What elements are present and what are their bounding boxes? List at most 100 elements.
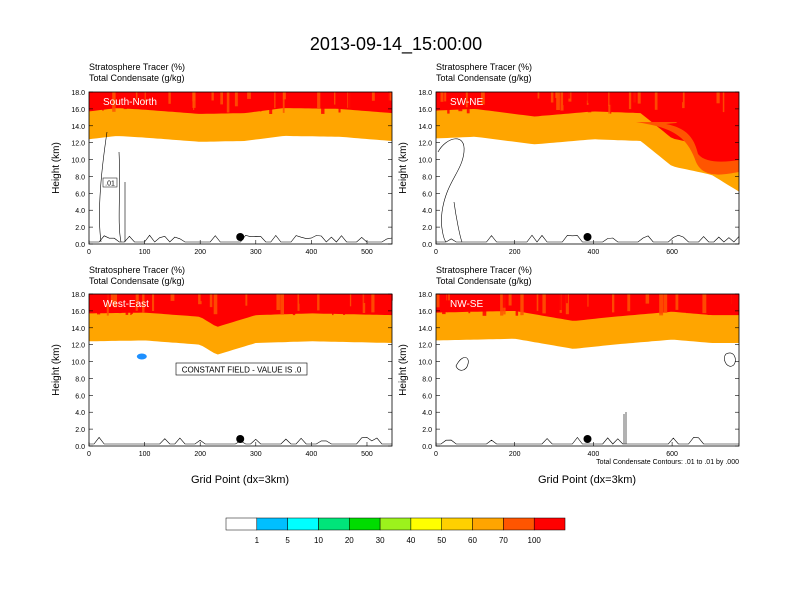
tracer-streak <box>198 294 202 305</box>
x-tick-label: 500 <box>361 249 373 256</box>
tracer-streak <box>550 92 554 103</box>
tracer-streak <box>687 294 690 306</box>
tracer-streak <box>105 294 108 302</box>
tracer-streak <box>247 92 252 112</box>
panel-label: NW-SE <box>450 299 483 310</box>
tracer-streak <box>605 294 607 304</box>
x-tick-label: 200 <box>509 451 521 458</box>
y-tick-label: 14.0 <box>418 326 432 333</box>
tracer-streak <box>610 92 612 114</box>
tracer-streak <box>631 294 635 305</box>
panel-sw-ne: Stratosphere Tracer (%) Total Condensate… <box>398 62 740 256</box>
y-axis-label: Height (km) <box>398 142 409 194</box>
tracer-streak <box>180 294 184 312</box>
tracer-streak <box>125 294 129 315</box>
tracer-streak <box>115 92 117 104</box>
tracer-streak <box>363 294 367 303</box>
tracer-streak <box>298 294 302 304</box>
tracer-intrusion <box>636 122 739 175</box>
tracer-streak <box>213 294 218 315</box>
tracer-streak <box>566 92 571 99</box>
tracer-streak <box>158 92 162 100</box>
tracer-streak <box>200 294 205 302</box>
tracer-streak <box>447 294 449 313</box>
tracer-streak <box>317 294 320 311</box>
tracer-streak <box>574 92 579 106</box>
tracer-streak <box>280 294 284 315</box>
tracer-streak <box>226 92 230 113</box>
tracer-streak <box>276 294 281 310</box>
x-axis-label: Grid Point (dx=3km) <box>538 474 636 486</box>
y-tick-label: 18.0 <box>71 292 85 299</box>
tracer-streak <box>440 92 444 102</box>
tracer-streak <box>587 92 592 103</box>
tracer-streak <box>268 294 273 307</box>
tracer-streak <box>312 92 314 103</box>
tracer-streak <box>328 294 332 313</box>
tracer-streak <box>521 294 524 316</box>
tracer-streak <box>556 92 560 110</box>
tracer-streak <box>637 92 641 104</box>
tracer-streak <box>118 294 122 314</box>
y-tick-label: 10.0 <box>418 158 432 165</box>
y-tick-label: 14.0 <box>71 326 85 333</box>
colorbar-label: 5 <box>285 536 290 545</box>
tracer-streak <box>130 294 133 314</box>
tracer-streak <box>317 92 321 109</box>
tracer-streak <box>565 294 568 304</box>
tracer-band <box>89 312 392 355</box>
condensate-contour <box>623 412 627 444</box>
tracer-streak <box>500 294 504 316</box>
tracer-streak <box>195 92 199 108</box>
tracer-streak <box>364 92 369 110</box>
plot-frame <box>435 91 740 245</box>
tracer-streak <box>713 92 716 110</box>
y-tick-label: 10.0 <box>71 158 85 165</box>
panel-subtitle-2: Total Condensate (g/kg) <box>436 276 532 286</box>
tracer-streak <box>664 92 668 102</box>
plot-area: .01 South-North 0.0 2.0 4.0 6.0 8.0 10.0 12.0 14.… <box>71 90 393 256</box>
tracer-streak <box>362 294 366 313</box>
colorbar-label: 20 <box>345 536 354 545</box>
colorbar-swatch <box>318 517 350 531</box>
condensate-contour <box>436 437 739 445</box>
tracer-streak <box>170 294 175 301</box>
tracer-streak <box>304 92 308 99</box>
location-marker <box>583 435 592 443</box>
tracer-streak <box>702 294 707 314</box>
colorbar-swatch <box>472 517 504 531</box>
y-tick-label: 16.0 <box>71 309 85 316</box>
panel-subtitle-1: Stratosphere Tracer (%) <box>436 265 532 275</box>
tracer-streak <box>110 294 114 303</box>
tracer-streak <box>321 92 325 114</box>
tracer-streak <box>178 92 180 100</box>
y-tick-label: 6.0 <box>422 393 432 400</box>
tracer-streak <box>113 294 117 308</box>
tracer-streak <box>612 294 615 313</box>
tracer-streak <box>599 92 601 103</box>
tracer-streak <box>200 92 203 106</box>
tracer-streak <box>436 294 440 308</box>
y-tick-label: 2.0 <box>75 427 85 434</box>
x-tick-label: 400 <box>588 249 600 256</box>
tracer-streak <box>654 92 658 110</box>
y-tick-label: 6.0 <box>422 191 432 198</box>
tracer-streak <box>245 294 248 306</box>
tracer-streak <box>371 294 375 313</box>
tracer-streak <box>609 294 612 308</box>
contour-note: Total Condensate Contours: .01 to .01 by… <box>596 459 739 466</box>
constant-field-annotation: CONSTANT FIELD - VALUE IS .0 <box>182 366 302 375</box>
x-tick-label: 300 <box>250 451 262 458</box>
tracer-streak <box>499 92 501 112</box>
tracer-streak <box>587 294 589 307</box>
tracer-streak <box>702 92 706 106</box>
y-tick-label: 8.0 <box>422 376 432 383</box>
tracer-streak <box>546 92 548 107</box>
tracer-streak <box>610 92 613 99</box>
tracer-streak <box>338 92 341 113</box>
colorbar-label: 40 <box>406 536 415 545</box>
tracer-streak <box>583 92 588 101</box>
contour-label-box <box>102 177 118 188</box>
panel-south-north: Stratosphere Tracer (%) Total Condensate… <box>51 62 393 256</box>
tracer-streak <box>142 294 145 313</box>
